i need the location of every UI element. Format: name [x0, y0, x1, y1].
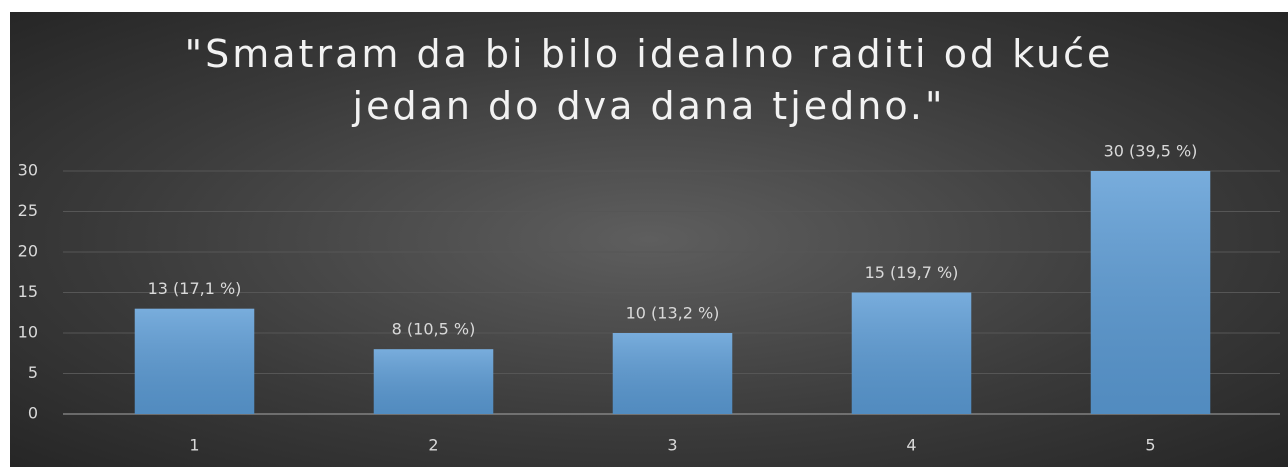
y-tick-label: 0 — [28, 404, 38, 423]
y-tick-label: 20 — [18, 242, 38, 261]
chart-title: "Smatram da bi bilo idealno raditi od ku… — [184, 32, 1114, 128]
y-tick-label: 25 — [18, 201, 38, 220]
x-tick-label: 1 — [189, 436, 199, 455]
data-label: 30 (39,5 %) — [1104, 142, 1198, 161]
chart: 0 5 10 15 20 25 30 1 13 (17,1 %) 2 8 (10,5 %) 3 10 (… — [18, 142, 1280, 455]
data-label: 13 (17,1 %) — [148, 279, 242, 298]
y-tick-label: 5 — [28, 363, 38, 382]
data-label: 10 (13,2 %) — [626, 304, 720, 323]
bar-shade — [134, 308, 255, 414]
y-tick-label: 15 — [18, 282, 38, 301]
x-tick-label: 4 — [906, 436, 916, 455]
x-tick-label: 2 — [428, 436, 438, 455]
y-tick-label: 10 — [18, 323, 38, 342]
bar-shade — [851, 292, 972, 414]
data-label: 15 (19,7 %) — [865, 263, 959, 282]
y-tick-label: 30 — [18, 161, 38, 180]
bar-shade — [1090, 171, 1211, 414]
x-tick-label: 3 — [667, 436, 677, 455]
bar-shade — [612, 333, 733, 414]
bar-shade — [373, 349, 494, 414]
data-label: 8 (10,5 %) — [392, 320, 476, 339]
x-tick-label: 5 — [1145, 436, 1155, 455]
chart-area: "Smatram da bi bilo idealno raditi od ku… — [10, 12, 1288, 467]
